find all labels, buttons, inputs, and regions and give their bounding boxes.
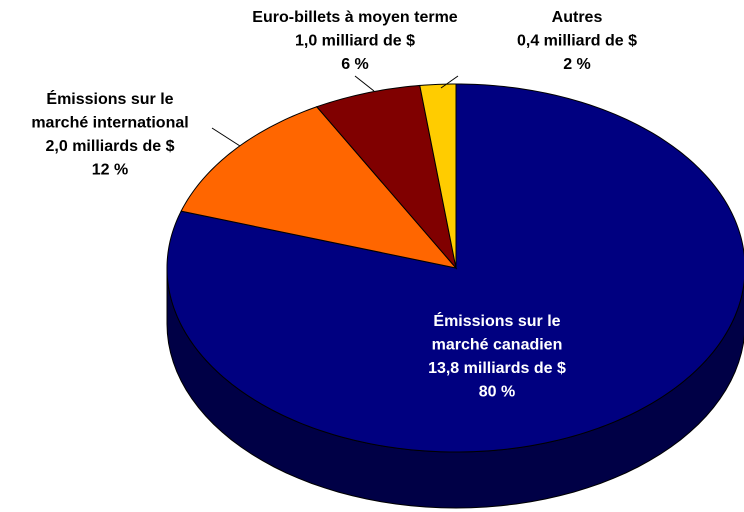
slice — [419, 83, 457, 269]
slice-label: Euro-billets à moyen terme — [252, 9, 457, 26]
value-label: 12 % — [92, 162, 128, 179]
slice-label: marché international — [31, 115, 188, 132]
amount-label: 13,8 milliards de $ — [428, 360, 566, 377]
value-label: 6 % — [341, 56, 369, 73]
slice-label: Émissions sur le — [433, 311, 560, 330]
slice — [315, 84, 457, 270]
value-label: 80 % — [479, 384, 515, 401]
labels: Émissions sur le marché canadien 13,8 mill… — [31, 9, 637, 401]
amount-label: 0,4 milliard de $ — [517, 33, 637, 50]
amount-label: 2,0 milliards de $ — [46, 138, 175, 155]
value-label: 2 % — [563, 56, 591, 73]
leader-line — [440, 75, 459, 89]
slice-label: Émissions sur le — [46, 89, 173, 108]
slice-label: marché canadien — [432, 337, 563, 354]
slice-label: Autres — [552, 9, 603, 26]
pie — [166, 83, 744, 509]
leader-line — [211, 127, 241, 147]
amount-label: 1,0 milliard de $ — [295, 33, 415, 50]
leader-line — [354, 75, 375, 92]
slice — [180, 106, 458, 269]
